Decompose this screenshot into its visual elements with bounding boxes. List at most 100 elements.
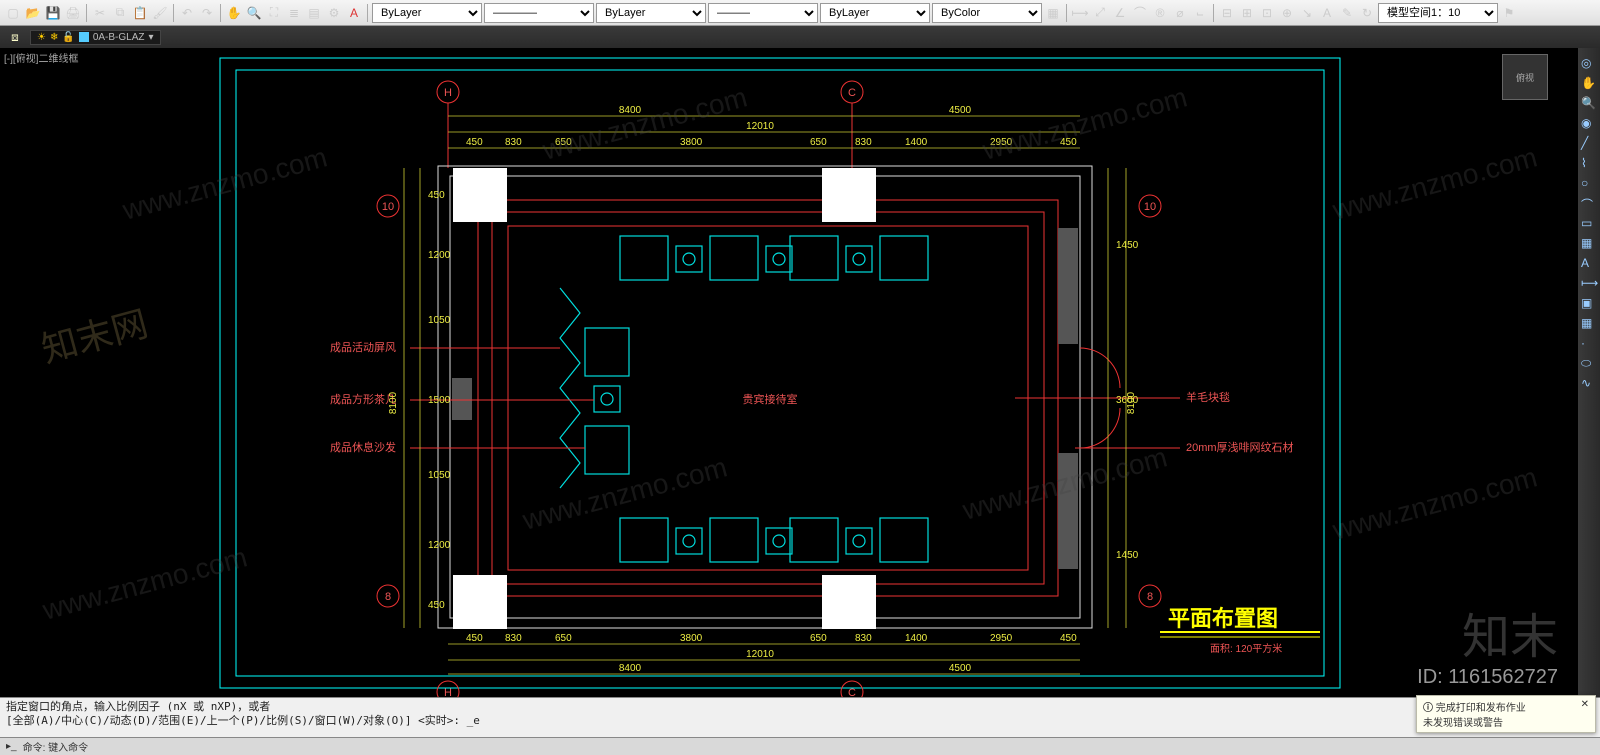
spline-icon[interactable]: ∿: [1581, 376, 1597, 392]
props-icon[interactable]: ≣: [285, 4, 303, 22]
linetype-select[interactable]: ————: [484, 3, 594, 23]
match-icon[interactable]: 🖌: [151, 4, 169, 22]
svg-text:1450: 1450: [1116, 550, 1139, 561]
svg-text:贵宾接待室: 贵宾接待室: [743, 392, 798, 406]
top-dimensions: 8400 4500 12010 450 830 650 3800 650 830…: [448, 105, 1080, 148]
svg-text:12010: 12010: [746, 121, 774, 132]
svg-text:1200: 1200: [428, 250, 451, 261]
cut-icon[interactable]: ✂: [91, 4, 109, 22]
watermark-brand: 知末: [1462, 597, 1558, 667]
svg-text:450: 450: [466, 633, 483, 644]
svg-text:8: 8: [385, 591, 391, 603]
point-icon[interactable]: ·: [1581, 336, 1597, 352]
svg-text:8400: 8400: [619, 105, 642, 116]
popup-message: 未发现错误或警告: [1423, 714, 1589, 729]
rect-icon[interactable]: ▭: [1581, 216, 1597, 232]
palette-icon[interactable]: ▦: [1044, 4, 1062, 22]
block-icon[interactable]: ▣: [1581, 296, 1597, 312]
sheet-icon[interactable]: ▤: [305, 4, 323, 22]
text2-icon[interactable]: A: [1581, 256, 1597, 272]
layer-bylayer-2[interactable]: ByLayer: [596, 3, 706, 23]
arc-icon[interactable]: ⌒: [1581, 196, 1597, 212]
navbar-orbit-icon[interactable]: ◎: [1581, 56, 1597, 72]
dim2-icon[interactable]: ⟼: [1581, 276, 1597, 292]
paste-icon[interactable]: 📋: [131, 4, 149, 22]
dim-edit-icon[interactable]: ✎: [1338, 4, 1356, 22]
pline-icon[interactable]: ⌇: [1581, 156, 1597, 172]
dim-cont-icon[interactable]: ⊞: [1238, 4, 1256, 22]
svg-text:8: 8: [1147, 591, 1153, 603]
command-history-1: 指定窗口的角点，输入比例因子 (nX 或 nXP)，或者: [6, 700, 1594, 714]
dim-arc-icon[interactable]: ⌒: [1131, 4, 1149, 22]
text-icon[interactable]: A: [1318, 4, 1336, 22]
layer-mgr-icon[interactable]: ⧈: [6, 28, 24, 46]
svg-text:1450: 1450: [1116, 240, 1139, 251]
svg-text:面积: 120平方米: 面积: 120平方米: [1210, 642, 1282, 655]
svg-text:H: H: [444, 87, 452, 99]
svg-text:830: 830: [505, 633, 522, 644]
dim-angle-icon[interactable]: ∠: [1111, 4, 1129, 22]
ellipse-icon[interactable]: ⬭: [1581, 356, 1597, 372]
dim-align-icon[interactable]: ⤢: [1091, 4, 1109, 22]
svg-text:8100: 8100: [388, 391, 399, 414]
new-icon[interactable]: ▢: [4, 4, 22, 22]
drawing-canvas[interactable]: [-][俯视]二维线框 俯视 H C 8400 4500 12010 450 8…: [0, 48, 1578, 697]
circle-icon[interactable]: ○: [1581, 176, 1597, 192]
leader-icon[interactable]: ↘: [1298, 4, 1316, 22]
print-icon[interactable]: 🖨: [64, 4, 82, 22]
redo-icon[interactable]: ↷: [198, 4, 216, 22]
svg-text:450: 450: [428, 190, 445, 201]
table-icon[interactable]: ▦: [1581, 316, 1597, 332]
dim-dia-icon[interactable]: ⌀: [1171, 4, 1189, 22]
close-icon[interactable]: ✕: [1581, 699, 1589, 710]
svg-text:830: 830: [855, 137, 872, 148]
svg-text:成品方形茶几: 成品方形茶几: [330, 392, 396, 406]
dim-radius-icon[interactable]: ®: [1151, 4, 1169, 22]
svg-text:10: 10: [1144, 201, 1156, 213]
svg-text:C: C: [848, 687, 856, 697]
lineweight-select[interactable]: ———: [708, 3, 818, 23]
zoomwin-icon[interactable]: ⛶: [265, 4, 283, 22]
svg-text:3800: 3800: [680, 137, 703, 148]
open-icon[interactable]: 📂: [24, 4, 42, 22]
line-icon[interactable]: ╱: [1581, 136, 1597, 152]
navbar-pan-icon[interactable]: ✋: [1581, 76, 1597, 92]
layer-color-swatch: [79, 32, 89, 42]
copy-icon[interactable]: ⧉: [111, 4, 129, 22]
dimscale-select[interactable]: 模型空间1：10: [1378, 3, 1498, 23]
command-window[interactable]: 指定窗口的角点，输入比例因子 (nX 或 nXP)，或者 [全部(A)/中心(C…: [0, 697, 1600, 737]
dim-ord-icon[interactable]: ⨽: [1191, 4, 1209, 22]
svg-text:4500: 4500: [949, 663, 972, 674]
undo-icon[interactable]: ↶: [178, 4, 196, 22]
pan-icon[interactable]: ✋: [225, 4, 243, 22]
status-bar: ▸_ 命令: 键入命令: [0, 737, 1600, 755]
layer-bylayer-3[interactable]: ByLayer: [820, 3, 930, 23]
command-prompt[interactable]: 命令: 键入命令: [23, 739, 89, 754]
dimstyle-icon[interactable]: ⚑: [1500, 4, 1518, 22]
app-a-icon[interactable]: A: [345, 4, 363, 22]
tolerance-icon[interactable]: ⊡: [1258, 4, 1276, 22]
save-icon[interactable]: 💾: [44, 4, 62, 22]
layer-lock-icon: 🔓: [62, 32, 74, 43]
navbar-wheel-icon[interactable]: ◉: [1581, 116, 1597, 132]
layer-bylayer-1[interactable]: ByLayer: [372, 3, 482, 23]
navbar-zoom-icon[interactable]: 🔍: [1581, 96, 1597, 112]
svg-text:成品活动屏风: 成品活动屏风: [330, 341, 396, 354]
svg-text:2950: 2950: [990, 137, 1013, 148]
svg-text:450: 450: [466, 137, 483, 148]
svg-text:1400: 1400: [905, 137, 928, 148]
dim-upd-icon[interactable]: ↻: [1358, 4, 1376, 22]
svg-text:3800: 3800: [680, 633, 703, 644]
center-icon[interactable]: ⊕: [1278, 4, 1296, 22]
svg-text:1200: 1200: [428, 540, 451, 551]
plot-notification[interactable]: ✕ ⓘ 完成打印和发布作业 未发现错误或警告: [1416, 695, 1596, 733]
top-chairs: [620, 236, 928, 280]
zoom-icon[interactable]: 🔍: [245, 4, 263, 22]
dim-base-icon[interactable]: ⊟: [1218, 4, 1236, 22]
tool-icon[interactable]: ⚙: [325, 4, 343, 22]
hatch-icon[interactable]: ▦: [1581, 236, 1597, 252]
bycolor-select[interactable]: ByColor: [932, 3, 1042, 23]
layer-on-icon: ☀: [37, 32, 46, 43]
dim-linear-icon[interactable]: ⟼: [1071, 4, 1089, 22]
current-layer-dropdown[interactable]: ☀ ❄ 🔓 0A-B-GLAZ ▾: [30, 30, 161, 45]
